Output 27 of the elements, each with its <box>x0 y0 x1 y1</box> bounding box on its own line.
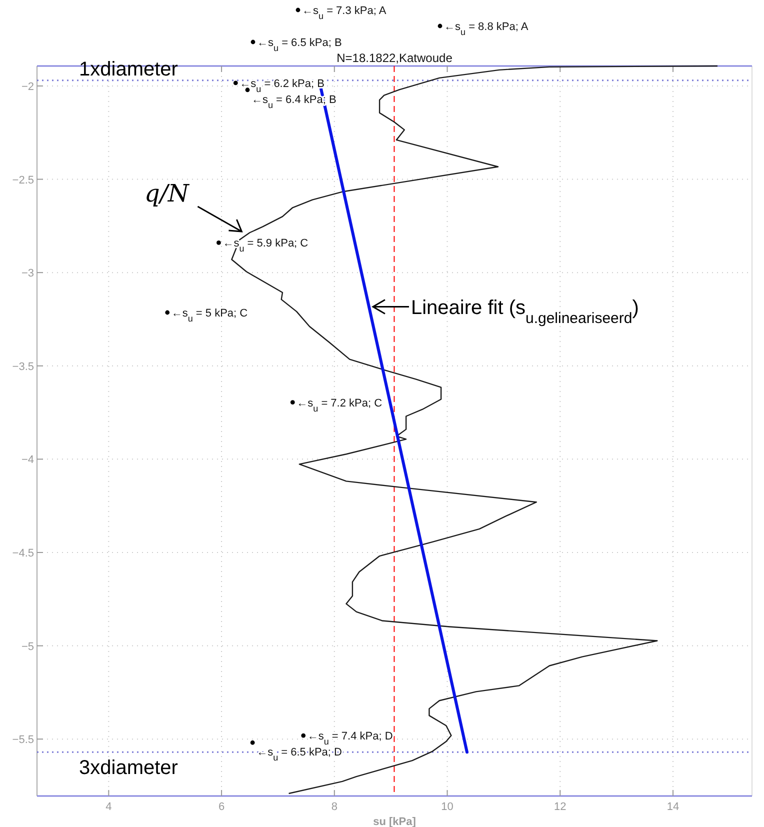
text: q/N <box>144 180 190 208</box>
x-tick-label: 12 <box>554 801 566 813</box>
ref-line-label: 3xdiameter <box>79 757 178 780</box>
x-tick-label: 14 <box>666 801 680 813</box>
ref-line-label: 1xdiameter <box>79 58 178 80</box>
y-tick-label: −3 <box>21 268 34 280</box>
y-tick-label: −2 <box>21 80 34 93</box>
text: ←s$_{u}$ = 8.8 kPa; A <box>444 21 529 37</box>
annotation: ←s$_{u}$ = 5 kPa; C <box>171 308 248 324</box>
x-tick-label: 10 <box>441 801 454 813</box>
x-tick-label: 8 <box>331 801 338 813</box>
y-tick-label: −2.5 <box>12 174 34 186</box>
annotation: ←s$_{u}$ = 6.5 kPa; D <box>256 746 342 763</box>
x-tick-label: 6 <box>218 801 225 813</box>
annotation: ←s$_{u}$ = 7.2 kPa; C <box>296 397 382 414</box>
x-axis-title: su [kPa] <box>373 816 416 827</box>
chart-title: N=18.1822,Katwoude <box>336 51 453 65</box>
annotation: ←s$_{u}$ = 7.4 kPa; D <box>307 730 393 747</box>
text: ←s$_{u}$ = 7.3 kPa; A <box>302 5 387 21</box>
y-tick-label: −5.5 <box>12 734 34 746</box>
y-tick-label: −4 <box>21 454 34 466</box>
y-tick-label: −3.5 <box>12 360 34 373</box>
text: ←s$_{u}$ = 6.5 kPa; B <box>257 37 342 53</box>
x-tick-label: 4 <box>106 801 112 813</box>
y-tick-label: −4.5 <box>12 547 34 560</box>
y-tick-label: −5 <box>21 640 34 653</box>
series-label: Lineaire fit (s$_{u.gelineariseerd}$) <box>410 296 639 326</box>
